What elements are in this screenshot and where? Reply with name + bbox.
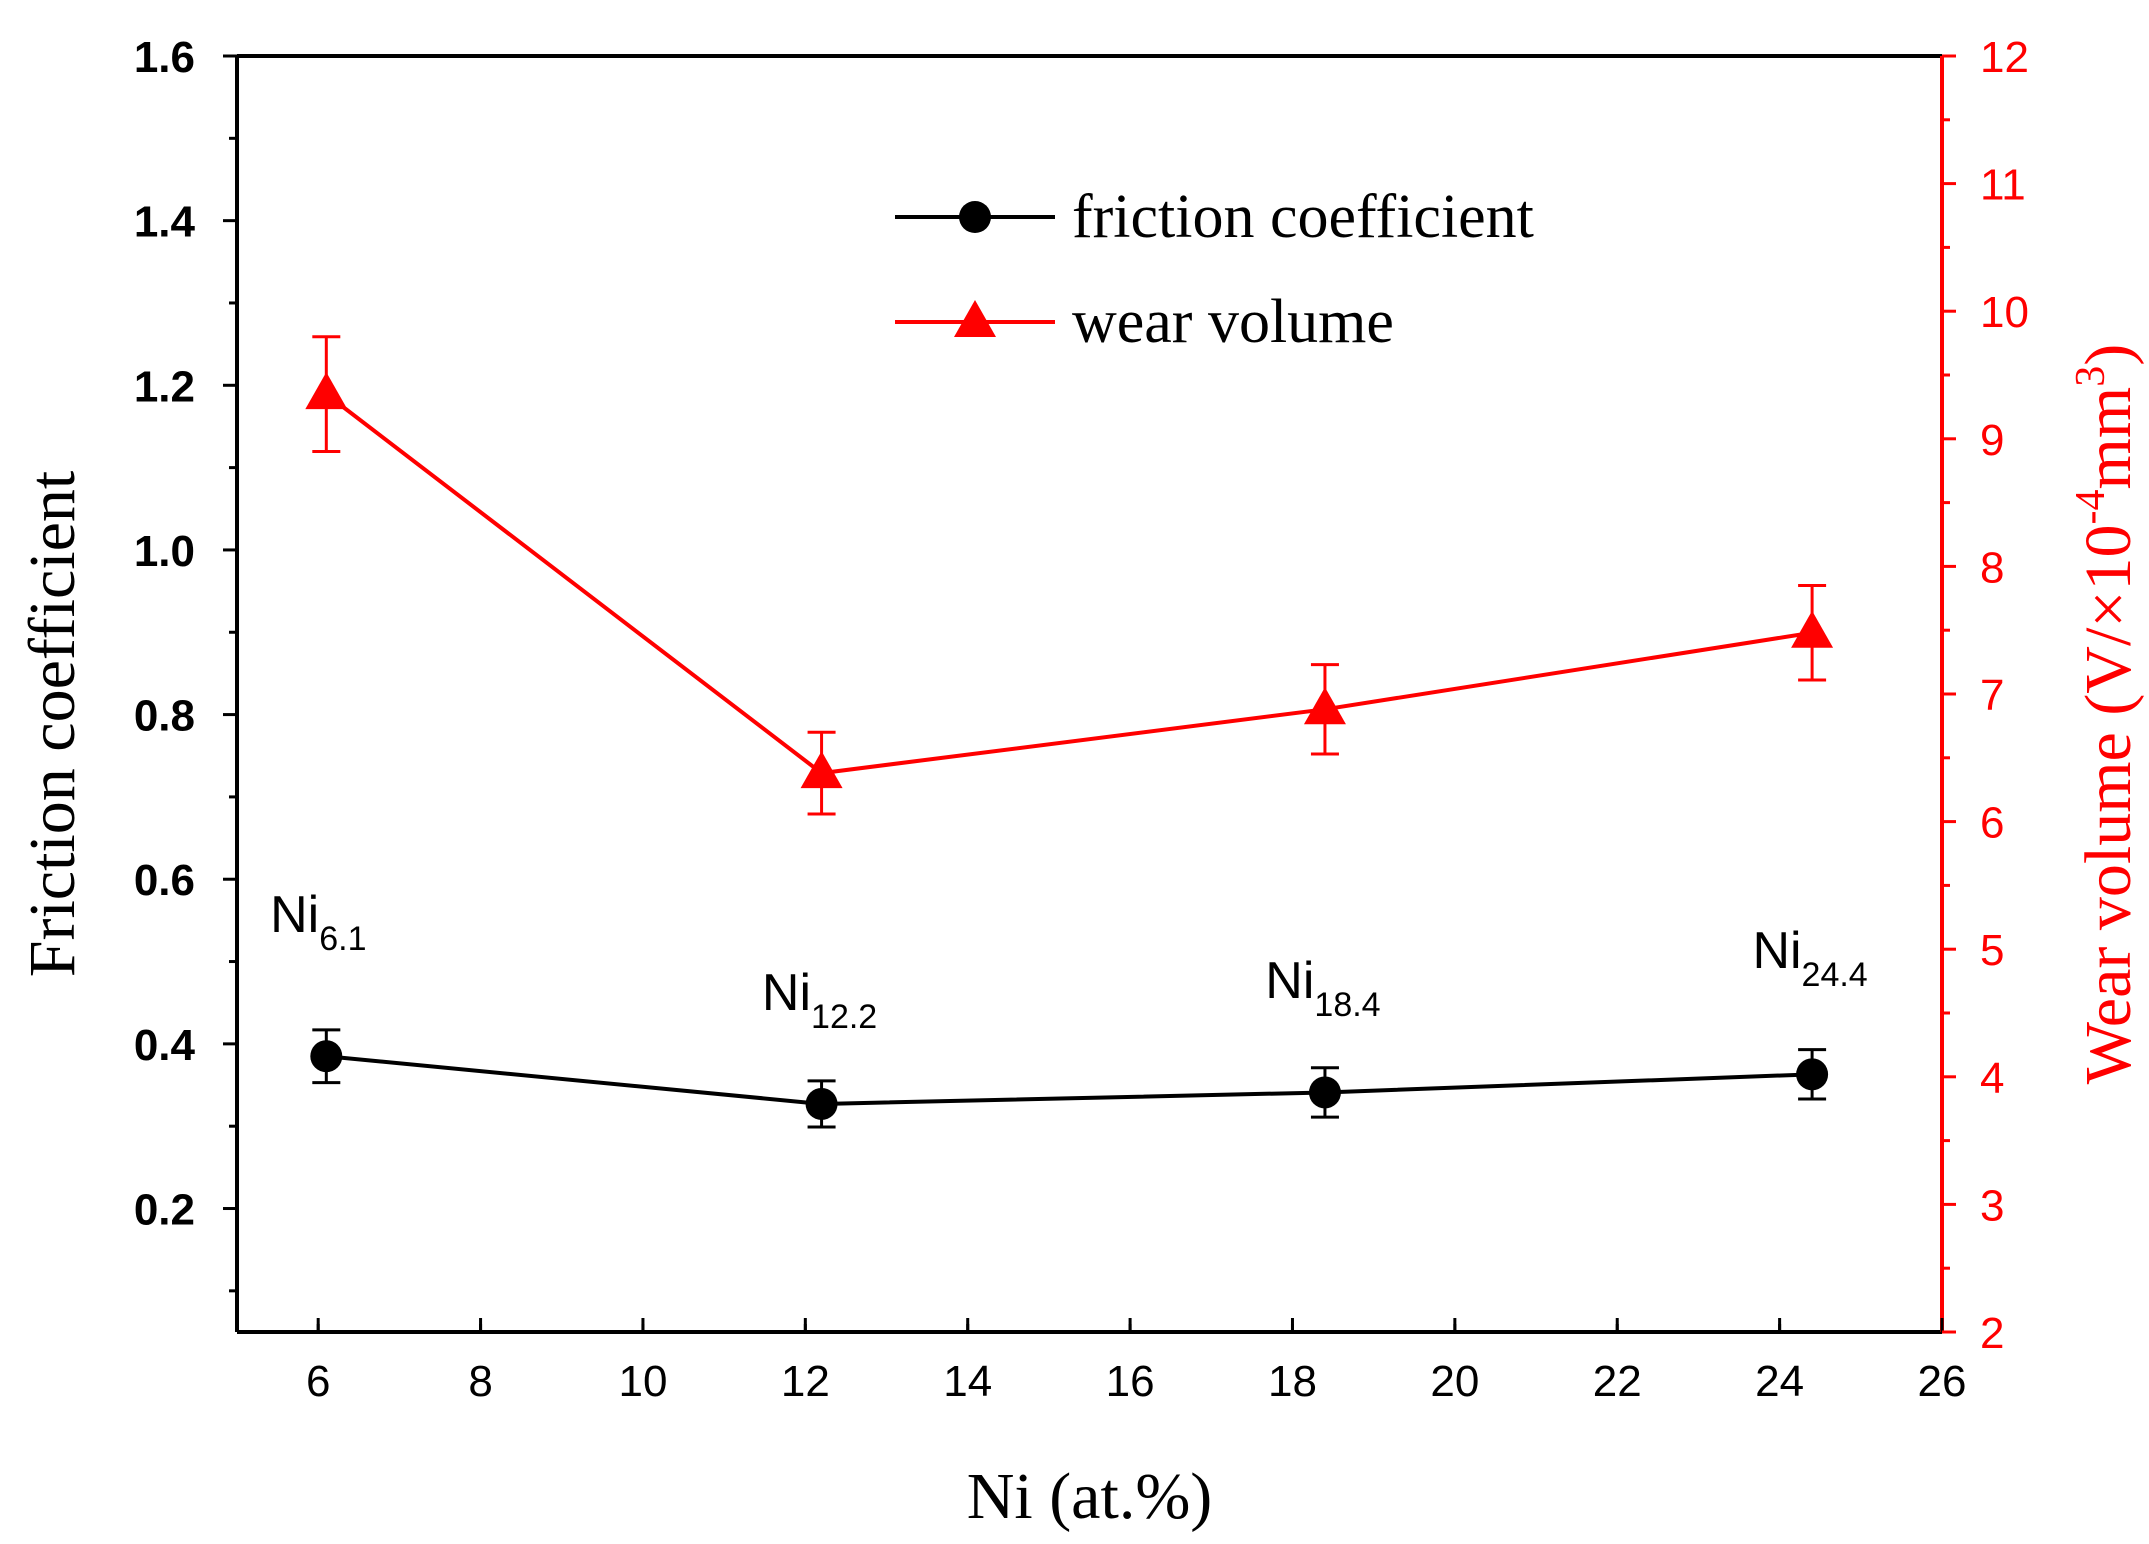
ni-annotation-base: Ni xyxy=(1265,952,1314,1010)
x-tick-label: 10 xyxy=(618,1357,667,1406)
y-left-tick-label: 0.2 xyxy=(134,1186,195,1235)
ni-annotation: Ni6.1 xyxy=(270,886,366,958)
legend-friction-label: friction coefficient xyxy=(1072,183,1534,251)
y-right-tick-label: 7 xyxy=(1980,671,2004,720)
ni-annotation: Ni24.4 xyxy=(1752,922,1867,994)
ni-annotation: Ni12.2 xyxy=(762,964,877,1036)
y-right-axis-title: Wear volume (V/×10-4mm3) xyxy=(2068,344,2145,1084)
ni-annotation-subscript: 24.4 xyxy=(1802,956,1868,994)
y-right-tick-label: 3 xyxy=(1980,1181,2004,1230)
ni-annotation-base: Ni xyxy=(270,886,319,944)
data-series xyxy=(305,335,1834,1129)
x-tick-label: 26 xyxy=(1918,1357,1967,1406)
x-tick-label: 24 xyxy=(1755,1357,1804,1406)
ni-annotation-base: Ni xyxy=(762,964,811,1022)
wear-point xyxy=(1303,687,1346,725)
axis-ticks: 6 8 10 12 14 16 18 20 22 24 260.20.40.60.81.01.21.… xyxy=(134,33,2029,1406)
y-right-tick-label: 12 xyxy=(1980,33,2029,82)
friction-point xyxy=(310,1040,343,1073)
ni-annotation-subscript: 12.2 xyxy=(811,998,877,1036)
y-left-tick-label: 0.8 xyxy=(134,692,195,741)
x-tick-label: 14 xyxy=(943,1357,992,1406)
y-right-title-close: ) xyxy=(2072,344,2145,366)
y-right-tick-label: 5 xyxy=(1980,926,2004,975)
y-right-tick-label: 9 xyxy=(1980,416,2004,465)
y-right-title-times: × xyxy=(2072,590,2145,627)
axis-labels: Ni (at.%) Friction coefficient Wear volume… xyxy=(16,344,2145,1533)
x-tick-label: 12 xyxy=(781,1357,830,1406)
y-right-tick-label: 6 xyxy=(1980,799,2004,848)
friction-point xyxy=(1796,1058,1829,1091)
x-tick-label: 16 xyxy=(1106,1357,1155,1406)
x-tick-label: 20 xyxy=(1430,1357,1479,1406)
ni-annotation-subscript: 6.1 xyxy=(319,920,366,958)
legend-wear-marker xyxy=(954,300,996,337)
y-left-tick-label: 1.2 xyxy=(134,362,195,411)
wear-point xyxy=(800,751,843,789)
ni-annotation-base: Ni xyxy=(1752,922,1801,980)
wear-point xyxy=(1791,610,1834,648)
friction-point xyxy=(805,1087,838,1120)
y-right-title-ten: 10 xyxy=(2072,524,2145,590)
y-right-tick-label: 2 xyxy=(1980,1309,2004,1358)
y-right-title-unit: mm xyxy=(2072,387,2145,490)
x-tick-label: 22 xyxy=(1593,1357,1642,1406)
y-right-tick-label: 11 xyxy=(1980,161,2026,210)
ni-annotation: Ni18.4 xyxy=(1265,952,1380,1024)
x-tick-label: 18 xyxy=(1268,1357,1317,1406)
x-tick-label: 6 xyxy=(306,1357,330,1406)
y-left-tick-label: 1.0 xyxy=(134,527,195,576)
y-left-tick-label: 1.6 xyxy=(134,33,195,82)
y-left-tick-label: 0.6 xyxy=(134,856,195,905)
y-left-axis-title: Friction coefficient xyxy=(16,471,89,977)
y-right-title-cube: 3 xyxy=(2068,366,2114,387)
y-left-tick-label: 0.4 xyxy=(134,1021,196,1070)
wear-volume-line xyxy=(325,392,1813,776)
y-right-title-exponent: -4 xyxy=(2068,489,2114,524)
y-right-tick-label: 10 xyxy=(1980,288,2029,337)
wear-point xyxy=(305,372,348,410)
friction-point xyxy=(1308,1076,1341,1109)
legend-wear-label: wear volume xyxy=(1072,288,1394,356)
y-left-tick-label: 1.4 xyxy=(134,198,196,247)
y-right-title-main: Wear volume (V/ xyxy=(2072,627,2145,1084)
legend-friction-marker xyxy=(959,201,991,233)
friction-coefficient-line xyxy=(326,1054,1813,1106)
x-axis-title: Ni (at.%) xyxy=(967,1460,1213,1533)
x-tick-label: 8 xyxy=(468,1357,492,1406)
y-right-tick-label: 4 xyxy=(1980,1054,2004,1103)
y-right-tick-label: 8 xyxy=(1980,543,2004,592)
legend: friction coefficient wear volume xyxy=(895,183,1534,356)
ni-annotation-subscript: 18.4 xyxy=(1314,986,1380,1024)
